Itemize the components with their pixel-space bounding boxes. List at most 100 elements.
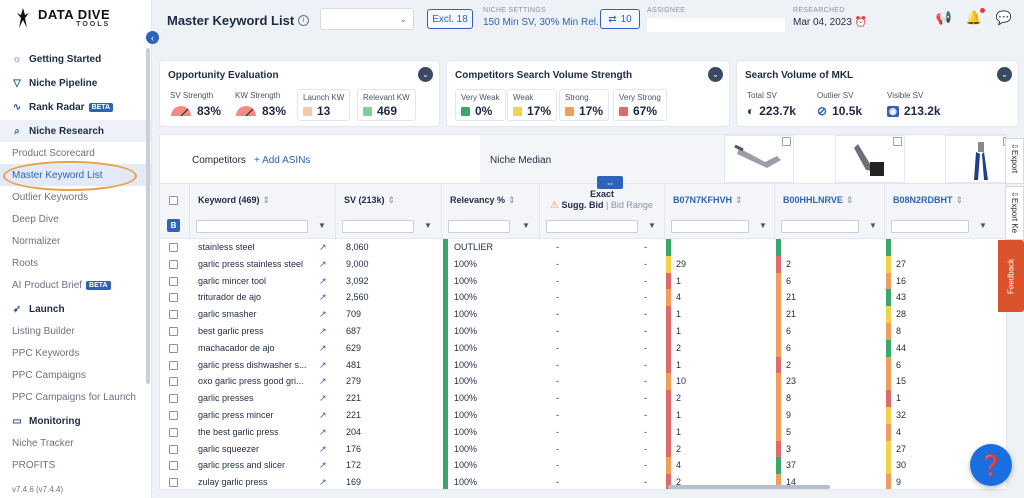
sidebar-item-ppc-keywords[interactable]: PPC Keywords <box>0 342 151 364</box>
row-checkbox[interactable] <box>169 360 178 370</box>
sidebar-item-launch[interactable]: ➶ Launch <box>0 298 151 320</box>
filter-icon[interactable]: ▼ <box>869 221 877 230</box>
megaphone-icon[interactable]: 📢 <box>935 10 952 25</box>
help-chat-button[interactable]: ❓ <box>970 444 1012 486</box>
table-row[interactable]: garlic smasher ↗ 709 100% - - 1 21 28 <box>160 306 1006 323</box>
sort-icon[interactable]: ⇕ <box>845 195 854 205</box>
strong-metric[interactable]: Strong 17% <box>559 89 610 121</box>
exclusions-button[interactable]: Excl. 18 <box>427 9 473 29</box>
export-tab[interactable]: ⇩ Export <box>1005 138 1024 184</box>
table-row[interactable]: garlic mincer tool ↗ 3,092 100% - -1 6 16 <box>160 272 1006 290</box>
external-link-icon[interactable]: ↗ <box>319 393 327 404</box>
chevron-down-icon[interactable]: ⌄ <box>997 67 1012 82</box>
product-image-3[interactable] <box>945 135 1006 183</box>
external-link-icon[interactable]: ↗ <box>319 326 327 336</box>
sort-icon[interactable]: ⇕ <box>735 195 743 205</box>
row-checkbox[interactable] <box>169 276 178 286</box>
sidebar-item-ppc-campaigns-for-launch[interactable]: PPC Campaigns for Launch <box>0 386 151 408</box>
row-checkbox[interactable] <box>169 293 178 303</box>
select-all-checkbox[interactable] <box>169 196 178 205</box>
niche-settings[interactable]: NICHE SETTINGS 150 Min SV, 30% Min Rel. <box>483 7 599 28</box>
table-row[interactable]: garlic squeezer ↗ 176 100% - - 2 3 27 <box>160 440 1006 458</box>
bell-icon[interactable]: 🔔 <box>966 8 985 26</box>
table-row[interactable]: garlic press dishwasher s... ↗ 481 100% - - 1 2… <box>160 356 1006 374</box>
filter-icon[interactable]: ▼ <box>979 221 987 230</box>
sugg-bid-label[interactable]: Sugg. Bid <box>561 200 604 210</box>
row-checkbox[interactable] <box>169 377 178 387</box>
filter-icon[interactable]: ▼ <box>648 221 656 230</box>
sidebar-item-normalizer[interactable]: Normalizer <box>0 230 151 252</box>
relevancy-filter-input[interactable] <box>448 220 510 233</box>
external-link-icon[interactable]: ↗ <box>319 309 327 320</box>
table-row[interactable]: stainless steel ↗ 8,060 OUTLIER - - <box>160 239 1006 256</box>
sidebar-item-product-scorecard[interactable]: Product Scorecard <box>0 142 151 164</box>
product-checkbox[interactable] <box>893 137 902 146</box>
sidebar-scrollbar[interactable] <box>146 48 150 384</box>
external-link-icon[interactable]: ↗ <box>319 443 327 454</box>
exact-toggle-button[interactable]: ⇔ <box>597 176 623 189</box>
sidebar-item-ppc-campaigns[interactable]: PPC Campaigns <box>0 364 151 386</box>
row-checkbox[interactable] <box>169 327 178 336</box>
external-link-icon[interactable]: ↗ <box>319 477 327 488</box>
table-row[interactable]: garlic presses ↗ 221 100% - - 2 8 1 <box>160 390 1006 407</box>
external-link-icon[interactable]: ↗ <box>319 242 327 252</box>
sidebar-item-deep-dive[interactable]: Deep Dive <box>0 208 151 230</box>
filter-icon[interactable]: ▼ <box>522 221 530 230</box>
asin-3-filter-input[interactable] <box>891 220 969 233</box>
assignee-field[interactable] <box>647 18 785 32</box>
sidebar-item-ai-product-brief[interactable]: AI Product Brief BETA <box>0 274 151 296</box>
table-row[interactable]: the best garlic press ↗ 204 100% - - 1 5 4 <box>160 423 1006 441</box>
chat-icon[interactable]: 💬 <box>995 10 1012 25</box>
relevant-kw[interactable]: Relevant KW 469 <box>357 89 416 121</box>
table-row[interactable]: zulay garlic press ↗ 169 100% - - 2 14 9 <box>160 474 1006 489</box>
very-strong-metric[interactable]: Very Strong 67% <box>613 89 667 121</box>
logo[interactable]: DATA DIVE TOOLS <box>0 0 151 36</box>
alarm-clock-icon[interactable]: ⏰ <box>854 17 868 28</box>
chevron-down-icon[interactable]: ⌄ <box>708 67 723 82</box>
collapse-sidebar-button[interactable]: ‹ <box>146 31 159 44</box>
sidebar-item-listing-builder[interactable]: Listing Builder <box>0 320 151 342</box>
add-asins-link[interactable]: + Add ASINs <box>254 155 311 166</box>
table-row[interactable]: best garlic press ↗ 687 100% - - 1 6 8 <box>160 323 1006 340</box>
bid-range-label[interactable]: Bid Range <box>610 200 653 210</box>
sort-icon[interactable]: ⇕ <box>387 195 396 205</box>
row-checkbox[interactable] <box>169 259 178 269</box>
table-row[interactable]: machacador de ajo ↗ 629 100% - - 2 6 44 <box>160 339 1006 357</box>
keyword-list-select[interactable]: ⌄ <box>320 8 414 30</box>
niche-settings-value[interactable]: 150 Min SV, 30% Min Rel. <box>483 17 599 28</box>
filter-icon[interactable]: ▼ <box>759 221 767 230</box>
row-checkbox[interactable] <box>169 444 178 454</box>
external-link-icon[interactable]: ↗ <box>319 342 327 353</box>
table-row[interactable]: oxo garlic press good gri... ↗ 279 100% - - 10… <box>160 373 1006 391</box>
row-checkbox[interactable] <box>169 461 178 471</box>
info-icon[interactable]: i <box>298 14 310 26</box>
table-row[interactable]: garlic press mincer ↗ 221 100% - - 1 9 32 <box>160 407 1006 424</box>
row-checkbox[interactable] <box>169 478 178 488</box>
share-button[interactable]: ⇄ 10 <box>600 9 640 29</box>
sort-icon[interactable]: ⇕ <box>262 195 271 205</box>
chevron-down-icon[interactable]: ⌄ <box>418 67 433 82</box>
row-checkbox[interactable] <box>169 243 178 252</box>
external-link-icon[interactable]: ↗ <box>319 460 327 471</box>
external-link-icon[interactable]: ↗ <box>319 275 327 286</box>
feedback-tab[interactable]: Feedback <box>998 240 1024 312</box>
sidebar-item-profits[interactable]: PROFITS <box>0 454 151 476</box>
table-row[interactable]: garlic press stainless steel ↗ 9,000 100% - -… <box>160 255 1006 273</box>
external-link-icon[interactable]: ↗ <box>319 359 327 370</box>
filter-icon[interactable]: ▼ <box>318 221 326 230</box>
row-checkbox[interactable] <box>169 394 178 404</box>
row-checkbox[interactable] <box>169 310 178 320</box>
row-checkbox[interactable] <box>169 343 178 353</box>
product-image-2[interactable] <box>835 135 905 183</box>
external-link-icon[interactable]: ↗ <box>319 258 327 269</box>
product-checkbox[interactable] <box>1003 137 1006 146</box>
external-link-icon[interactable]: ↗ <box>319 292 327 303</box>
product-image-1[interactable] <box>724 135 794 183</box>
row-checkbox[interactable] <box>169 411 178 420</box>
table-row[interactable]: garlic press and slicer ↗ 172 100% - - 4 37 30 <box>160 457 1006 475</box>
row-checkbox[interactable] <box>169 427 178 437</box>
sidebar-item-niche-pipeline[interactable]: ▽ Niche Pipeline <box>0 72 151 94</box>
external-link-icon[interactable]: ↗ <box>319 376 327 387</box>
brand-filter-badge[interactable]: B <box>167 219 180 232</box>
sidebar-item-rank-radar[interactable]: ∿ Rank Radar BETA <box>0 96 151 118</box>
